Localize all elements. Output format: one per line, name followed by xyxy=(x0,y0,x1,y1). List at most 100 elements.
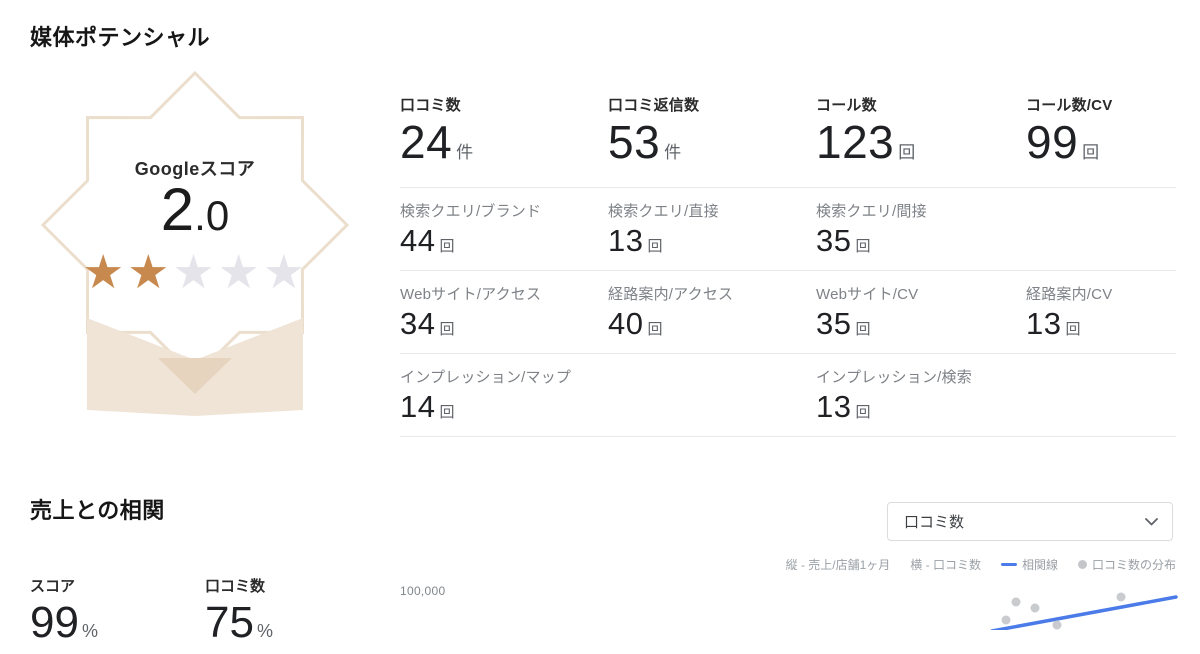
metric-label: 口コミ返信数 xyxy=(608,97,700,114)
ribbon-left xyxy=(87,318,195,416)
legend-label: 口コミ数の分布 xyxy=(1091,558,1176,572)
dropdown-selected-value: 口コミ数 xyxy=(904,514,965,531)
metric-label: 経路案内/アクセス xyxy=(608,286,734,303)
metric-cell: 口コミ数 24 件 xyxy=(400,88,608,187)
stat-value: 75% xyxy=(205,600,273,654)
metric-unit: 回 xyxy=(439,404,455,421)
metric-value: 13 回 xyxy=(608,221,816,267)
metric-cell: インプレッション/マップ 14 回 xyxy=(400,354,608,436)
legend-item-trendline: 相関線 xyxy=(1000,556,1058,573)
star-icon: ★ xyxy=(127,245,173,298)
metric-cell: インプレッション/検索 13 回 xyxy=(816,354,1026,436)
scatter-dot xyxy=(1116,592,1126,602)
legend-label: 横 - 口コミ数 xyxy=(910,558,981,572)
google-score-label: Googleスコア xyxy=(134,159,256,179)
metric-cell: Webサイト/CV 35 回 xyxy=(816,271,1026,353)
metric-row: インプレッション/マップ 14 回インプレッション/検索 13 回 xyxy=(400,354,1176,437)
legend-item-horizontal: 横 - 口コミ数 xyxy=(910,556,981,573)
metric-cell: 口コミ返信数 53 件 xyxy=(608,88,816,187)
star-rating: ★★★★★ xyxy=(40,248,350,296)
metric-value: 53 件 xyxy=(608,115,816,180)
metric-unit: 回 xyxy=(855,321,871,338)
metric-number: 35 xyxy=(816,306,852,341)
metric-value: 13 回 xyxy=(816,387,1026,433)
metric-cell: コール数/CV 99 回 xyxy=(1026,88,1176,187)
stat-label: スコア xyxy=(30,578,76,595)
metric-label: コール数/CV xyxy=(1026,97,1113,114)
metric-cell: Webサイト/アクセス 34 回 xyxy=(400,271,608,353)
metric-unit: 回 xyxy=(1065,321,1081,338)
y-axis-tick-label: 100,000 xyxy=(400,584,446,598)
metric-unit: 件 xyxy=(456,143,474,162)
metric-label: 検索クエリ/ブランド xyxy=(400,203,542,220)
metric-cell: 経路案内/CV 13 回 xyxy=(1026,271,1176,353)
metric-cell-empty xyxy=(608,354,816,436)
chart-legend: 縦 - 売上/店舗1ヶ月 横 - 口コミ数 相関線 口コミ数の分布 xyxy=(786,556,1176,573)
legend-label: 縦 - 売上/店舗1ヶ月 xyxy=(785,558,891,572)
ribbon-right xyxy=(195,318,303,416)
scatter-dot xyxy=(1052,620,1062,630)
stat-number: 99 xyxy=(30,598,79,647)
sales-correlation-title: 売上との相関 xyxy=(30,498,165,523)
metric-number: 44 xyxy=(400,223,436,258)
metric-label: 経路案内/CV xyxy=(1026,286,1113,303)
stat-review-count: 口コミ数 75% xyxy=(205,575,273,654)
legend-item-vertical: 縦 - 売上/店舗1ヶ月 xyxy=(786,556,891,573)
metric-number: 24 xyxy=(400,116,453,168)
metric-cell-empty xyxy=(1026,354,1176,436)
stat-number: 75 xyxy=(205,598,254,647)
metric-value: 40 回 xyxy=(608,304,816,350)
metric-value: 14 回 xyxy=(400,387,608,433)
legend-item-distribution: 口コミ数の分布 xyxy=(1077,556,1176,573)
metric-dropdown[interactable]: 口コミ数 xyxy=(887,502,1173,541)
metric-unit: 件 xyxy=(664,143,682,162)
metric-cell: コール数 123 回 xyxy=(816,88,1026,187)
scatter-dot xyxy=(1001,615,1011,625)
trend-line xyxy=(990,595,1178,630)
metric-number: 13 xyxy=(1026,306,1062,341)
media-potential-title: 媒体ポテンシャル xyxy=(30,25,211,50)
metric-unit: 回 xyxy=(898,143,916,162)
google-score-badge: Googleスコア 2.0 ★★★★★ xyxy=(40,68,350,448)
metric-cell-empty xyxy=(1026,188,1176,270)
ribbon-fold xyxy=(158,358,232,394)
metric-label: インプレッション/検索 xyxy=(816,369,972,386)
metric-number: 40 xyxy=(608,306,644,341)
metric-value: 123 回 xyxy=(816,115,1026,180)
metric-unit: 回 xyxy=(855,238,871,255)
metric-number: 13 xyxy=(608,223,644,258)
score-decimal: .0 xyxy=(194,192,230,239)
trendline-icon xyxy=(1000,563,1017,566)
metric-label: 検索クエリ/間接 xyxy=(816,203,927,220)
metric-number: 14 xyxy=(400,389,436,424)
metric-number: 123 xyxy=(816,116,895,168)
metric-value: 35 回 xyxy=(816,304,1026,350)
scatter-dot xyxy=(1030,603,1040,613)
stat-unit: % xyxy=(256,621,273,641)
star-icon: ★ xyxy=(82,245,128,298)
metric-value: 34 回 xyxy=(400,304,608,350)
stat-value: 99% xyxy=(30,600,98,654)
google-score-value: 2.0 xyxy=(40,178,350,258)
stat-score: スコア 99% xyxy=(30,575,98,654)
score-integer: 2 xyxy=(160,176,195,243)
metric-number: 34 xyxy=(400,306,436,341)
metric-label: インプレッション/マップ xyxy=(400,369,572,386)
metric-label: 口コミ数 xyxy=(400,97,461,114)
metrics-grid: 口コミ数 24 件口コミ返信数 53 件コール数 123 回コール数/CV 99 回検索クエリ/… xyxy=(400,88,1176,437)
metric-unit: 回 xyxy=(647,238,663,255)
star-icon: ★ xyxy=(262,245,308,298)
metric-row: Webサイト/アクセス 34 回経路案内/アクセス 40 回 Webサイト/CV 35 回経路… xyxy=(400,271,1176,354)
metric-cell: 検索クエリ/直接 13 回 xyxy=(608,188,816,270)
metric-value: 35 回 xyxy=(816,221,1026,267)
chevron-down-icon xyxy=(1145,517,1158,525)
metric-label: 検索クエリ/直接 xyxy=(608,203,719,220)
metric-unit: 回 xyxy=(855,404,871,421)
metric-unit: 回 xyxy=(647,321,663,338)
metric-number: 35 xyxy=(816,223,852,258)
metric-value: 13 回 xyxy=(1026,304,1176,350)
metric-number: 99 xyxy=(1026,116,1079,168)
star-icon: ★ xyxy=(217,245,263,298)
metric-row: 口コミ数 24 件口コミ返信数 53 件コール数 123 回コール数/CV 99 回 xyxy=(400,88,1176,188)
metric-label: Webサイト/CV xyxy=(816,286,919,303)
